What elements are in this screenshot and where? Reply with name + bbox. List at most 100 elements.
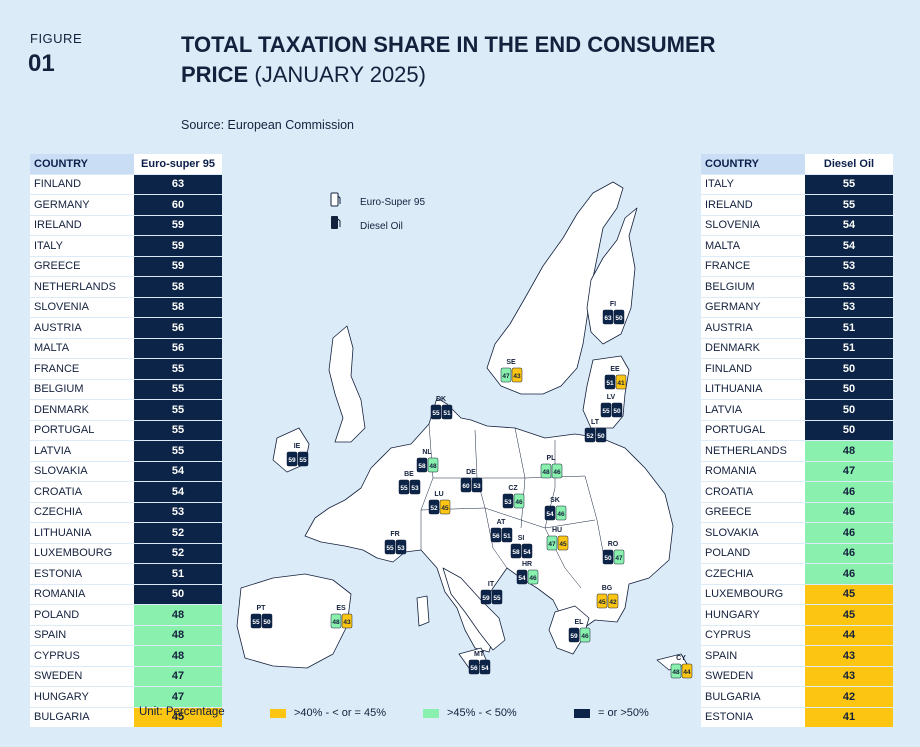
petrol-pump-mark <box>250 613 262 629</box>
diesel-country-cell: AUSTRIA <box>701 317 805 339</box>
petrol-pump-mark <box>568 627 580 643</box>
diesel-table-row: ROMANIA 47 <box>701 461 893 482</box>
diesel-country-cell: DENMARK <box>701 338 805 359</box>
petrol-pump-value: 53 <box>504 499 512 506</box>
diesel-table-row: CYPRUS 44 <box>701 625 893 646</box>
border-line <box>420 507 596 529</box>
petrol-table-row: LUXEMBOURG 52 <box>30 543 222 564</box>
diesel-table-row: LATVIA 50 <box>701 399 893 421</box>
petrol-pump-value: 51 <box>606 380 614 387</box>
diesel-value-cell: 55 <box>805 194 893 216</box>
diesel-pump-icon <box>331 216 341 229</box>
petrol-value-cell: 55 <box>134 440 222 462</box>
marker-country-code: SE <box>506 359 516 366</box>
diesel-pump-mark <box>613 549 625 565</box>
diesel-value-cell: 48 <box>805 440 893 462</box>
diesel-value-cell: 41 <box>805 707 893 728</box>
petrol-table-row: FINLAND 63 <box>30 174 222 195</box>
map-marker-lv: LV 55 50 <box>600 394 623 418</box>
petrol-pump-value: 48 <box>332 619 340 626</box>
petrol-table-row: HUNGARY 47 <box>30 686 222 708</box>
petrol-pump-value: 48 <box>672 669 680 676</box>
diesel-value-cell: 50 <box>805 379 893 400</box>
diesel-value-cell: 54 <box>805 235 893 257</box>
petrol-country-cell: HUNGARY <box>30 686 134 708</box>
marker-country-code: FI <box>610 301 616 308</box>
diesel-pump-value: 46 <box>553 469 561 476</box>
petrol-pump-value: 52 <box>430 505 438 512</box>
map-marker-de: DE 60 53 <box>460 469 483 493</box>
petrol-value-cell: 48 <box>134 645 222 667</box>
marker-country-code: FR <box>390 531 399 538</box>
petrol-country-cell: IRELAND <box>30 215 134 236</box>
diesel-pump-mark <box>557 535 569 551</box>
diesel-country-cell: FINLAND <box>701 358 805 380</box>
diesel-country-cell: LUXEMBOURG <box>701 584 805 605</box>
marker-country-code: CZ <box>508 485 518 492</box>
diesel-country-cell: POLAND <box>701 543 805 564</box>
diesel-pump-mark <box>579 627 591 643</box>
diesel-pump-mark <box>607 593 619 609</box>
diesel-table-row: ITALY 55 <box>701 174 893 195</box>
map-marker-pl: PL 48 46 <box>540 455 563 479</box>
diesel-table-row: IRELAND 55 <box>701 194 893 216</box>
marker-country-code: AT <box>497 519 507 526</box>
marker-country-code: ES <box>336 605 346 612</box>
diesel-value-cell: 45 <box>805 584 893 605</box>
petrol-pump-value: 47 <box>548 541 556 548</box>
iberia-shape <box>236 573 352 669</box>
petrol-value-cell: 55 <box>134 420 222 441</box>
petrol-value-cell: 55 <box>134 379 222 400</box>
diesel-country-cell: PORTUGAL <box>701 420 805 441</box>
diesel-pump-value: 46 <box>515 499 523 506</box>
diesel-table-row: PORTUGAL 50 <box>701 420 893 441</box>
diesel-country-cell: ESTONIA <box>701 707 805 728</box>
petrol-pump-mark <box>286 451 298 467</box>
diesel-pump-value: 46 <box>529 575 537 582</box>
petrol-table-row: MALTA 56 <box>30 338 222 359</box>
petrol-table-row: IRELAND 59 <box>30 215 222 236</box>
petrol-country-cell: FRANCE <box>30 358 134 380</box>
diesel-value-cell: 51 <box>805 317 893 339</box>
petrol-value-cell: 54 <box>134 481 222 503</box>
petrol-country-cell: LATVIA <box>30 440 134 462</box>
diesel-pump-value: 54 <box>481 665 489 672</box>
sardinia-shape <box>416 595 430 627</box>
petrol-pump-mark <box>510 543 522 559</box>
diesel-value-cell: 50 <box>805 358 893 380</box>
diesel-table: COUNTRY Diesel Oil ITALY 55 IRELAND 55 SLOVE… <box>701 154 893 728</box>
petrol-country-cell: SPAIN <box>30 625 134 646</box>
marker-country-code: HR <box>522 561 532 568</box>
diesel-table-row: BELGIUM 53 <box>701 276 893 298</box>
diesel-pump-mark <box>409 479 421 495</box>
figure-number: 01 <box>28 50 55 77</box>
diesel-pump-value: 43 <box>513 373 521 380</box>
diesel-table-row: BULGARIA 42 <box>701 686 893 708</box>
petrol-pump-value: 55 <box>252 619 260 626</box>
petrol-value-cell: 54 <box>134 461 222 482</box>
petrol-pump-mark <box>670 663 682 679</box>
petrol-table-row: AUSTRIA 56 <box>30 317 222 339</box>
petrol-table-row: LATVIA 55 <box>30 440 222 462</box>
diesel-table-row: LITHUANIA 50 <box>701 379 893 400</box>
diesel-pump-value: 42 <box>609 599 617 606</box>
diesel-table-value-header: Diesel Oil <box>805 154 893 175</box>
diesel-country-cell: ROMANIA <box>701 461 805 482</box>
diesel-table-row: HUNGARY 45 <box>701 604 893 626</box>
legend-band-yellow-label: >40% - < or = 45% <box>294 707 387 719</box>
marker-country-code: NL <box>422 449 432 456</box>
legend-band-yellow: >40% - < or = 45% <box>270 707 386 719</box>
scandinavia-shape <box>486 181 624 395</box>
petrol-value-cell: 48 <box>134 604 222 626</box>
petrol-value-cell: 52 <box>134 543 222 564</box>
petrol-pump-value: 55 <box>602 408 610 415</box>
diesel-pump-value: 46 <box>581 633 589 640</box>
marker-country-code: SI <box>518 535 525 542</box>
diesel-pump-mark <box>511 367 523 383</box>
diesel-country-cell: BULGARIA <box>701 686 805 708</box>
diesel-value-cell: 46 <box>805 481 893 503</box>
petrol-country-cell: DENMARK <box>30 399 134 421</box>
diesel-value-cell: 45 <box>805 604 893 626</box>
marker-country-code: CY <box>676 655 686 662</box>
